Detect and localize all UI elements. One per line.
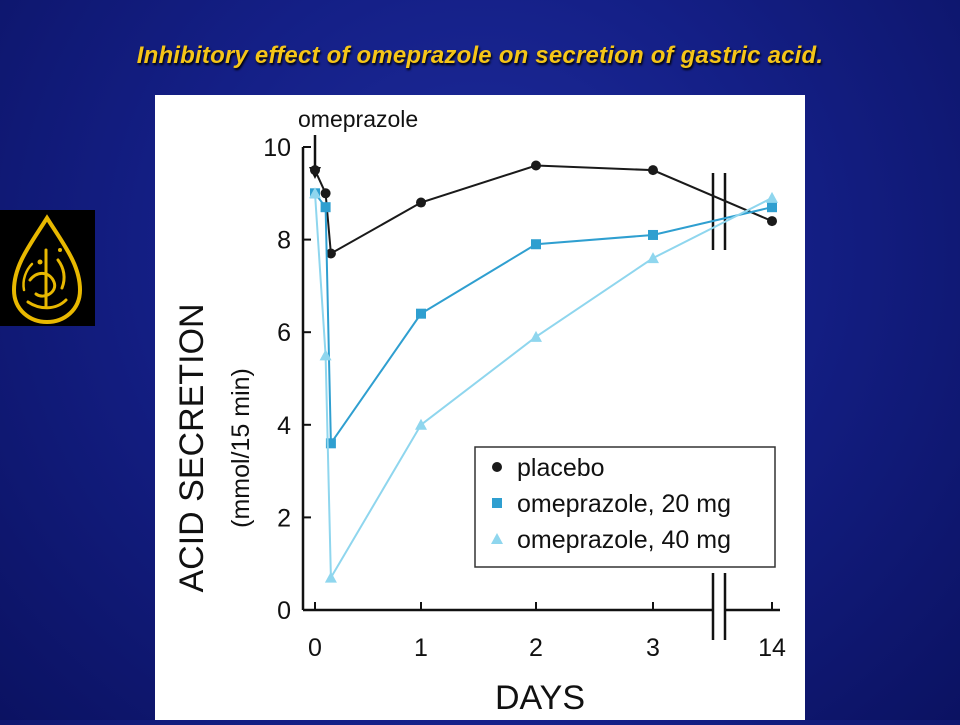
chart-panel: 0 2 4 6 8 10 0 1 2 3 14 placebo omeprazole, 20 mg om… [155,95,805,720]
series-line [314,192,773,447]
calligraphy-logo [0,210,95,326]
y-tick-label: 8 [277,227,291,255]
data-point [324,571,337,583]
y-tick-label: 0 [277,597,291,625]
y-axis-label: ACID SECRETION [173,303,211,592]
data-point [491,533,503,544]
data-point [767,216,777,227]
x-tick-label: 0 [308,634,322,662]
data-point [648,229,658,240]
data-point [766,191,778,203]
x-tick-label: 3 [646,634,660,662]
acid-secretion-chart: 0 2 4 6 8 10 0 1 2 3 14 placebo omeprazole, 20 mg om… [173,106,786,717]
data-point [492,498,502,508]
series-1 [310,160,777,259]
legend-box [474,446,776,568]
legend-label: omeprazole, 40 mg [517,526,731,554]
data-point [767,202,777,213]
series-line [314,164,773,256]
slide-title: Inhibitory effect of omeprazole on secre… [136,42,824,69]
y-tick-label: 6 [277,319,291,347]
x-tick-label: 14 [758,634,786,662]
data-point [319,349,332,361]
calligraphy-logo-icon [11,214,83,325]
omeprazole-annotation: omeprazole [298,106,418,132]
data-point [531,239,541,250]
series-3 [309,187,778,583]
y-axis-unit-label: (mmol/15 min) [227,368,255,528]
data-point [648,165,658,176]
y-tick-label: 4 [277,412,291,440]
legend-label: placebo [517,454,605,482]
data-point [310,165,320,176]
data-point [647,252,659,264]
data-point [325,438,336,449]
data-point [531,160,541,171]
x-axis-label: DAYS [495,679,585,717]
data-point [320,188,331,199]
x-tick-label: 1 [414,634,428,662]
data-point [530,330,542,342]
series-2 [310,188,777,449]
legend-label: omeprazole, 20 mg [517,490,731,518]
y-tick-label: 2 [277,504,291,532]
y-tick-label: 10 [263,134,291,162]
x-tick-label: 2 [529,634,543,662]
data-point [309,187,321,199]
data-point [416,197,426,208]
data-point [325,248,336,259]
data-point [416,308,426,319]
data-point [320,202,331,213]
data-point [415,418,427,430]
data-point [492,462,502,472]
